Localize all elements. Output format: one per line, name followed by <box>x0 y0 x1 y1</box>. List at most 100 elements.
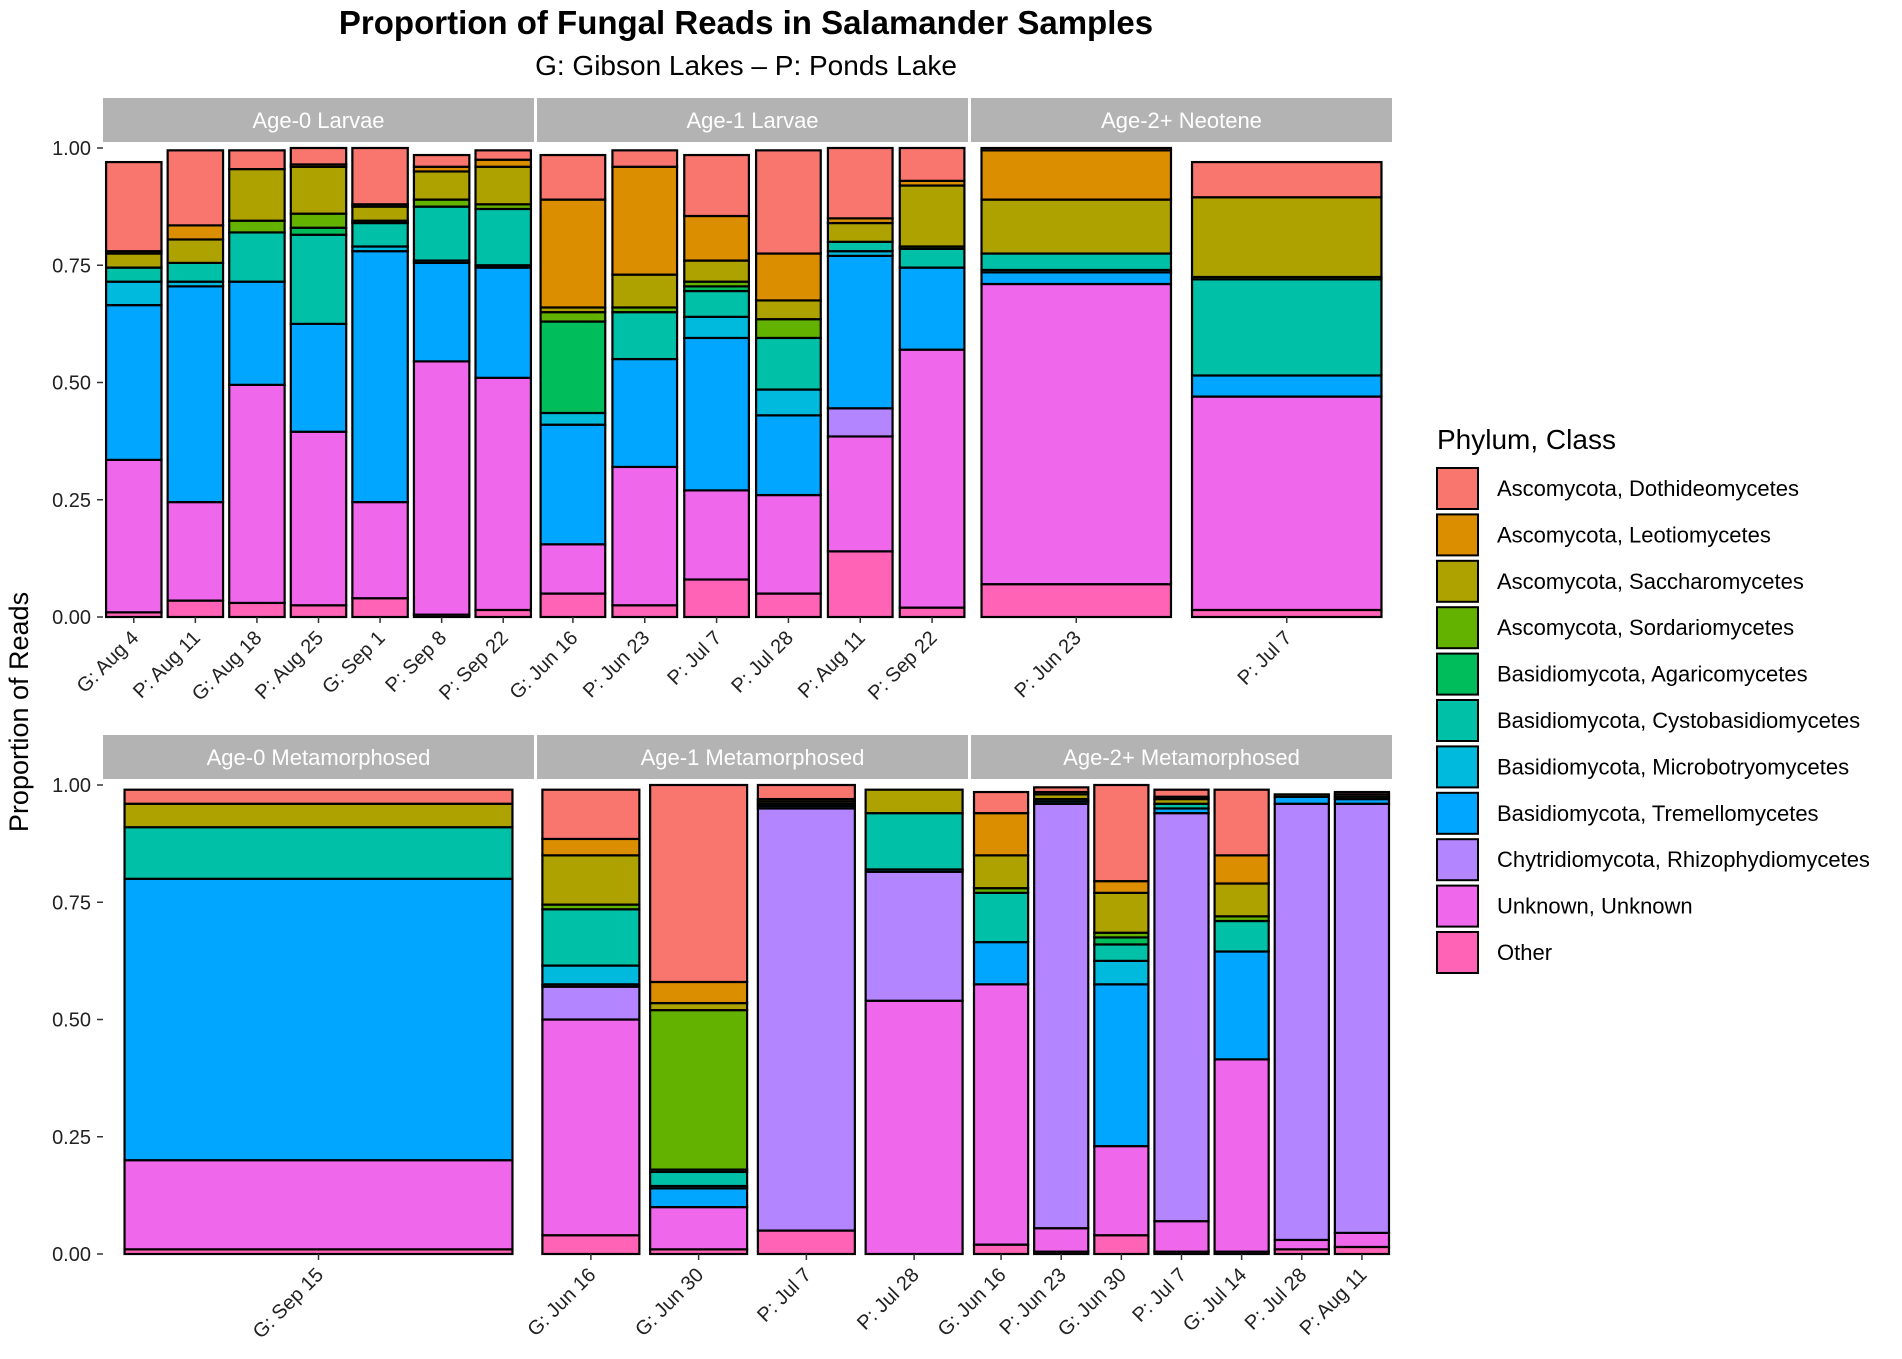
x-tick-label: P: Jul 7 <box>753 1264 816 1327</box>
bar-p-jul-28 <box>864 788 964 1256</box>
bar-p-jul-28 <box>1273 793 1330 1256</box>
facet-strip <box>537 735 968 779</box>
bar-segment-unknown-unknown <box>826 435 894 553</box>
bar-segment-unknown-unknown <box>289 430 348 607</box>
facet-age-0-metamorphosed: Age-0 Metamorphosed G: Sep 15 <box>103 735 534 1343</box>
bar-segment-ascomycota-saccharomycetes <box>754 299 822 321</box>
x-tick-label: P: Jul 28 <box>853 1264 924 1335</box>
bar-segment-basidiomycota-cystobasidiomycetes <box>166 261 225 283</box>
bar-segment-unknown-unknown <box>1033 1227 1090 1253</box>
legend-label: Unknown, Unknown <box>1497 894 1693 919</box>
facet-strip-label: Age-2+ Neotene <box>1101 108 1262 133</box>
bar-segment-unknown-unknown <box>1333 1231 1391 1249</box>
bar-segment-chytridiomycota-rhizophydiomycetes <box>864 870 964 1002</box>
bar-segment-basidiomycota-cystobasidiomycetes <box>228 231 286 283</box>
bar-p-aug-11 <box>166 149 225 619</box>
bar-segment-basidiomycota-tremellomycetes <box>289 322 348 433</box>
y-axis-1: 0.00 0.25 0.50 0.75 1.00 <box>52 138 103 629</box>
bar-segment-basidiomycota-cystobasidiomycetes <box>412 205 471 262</box>
bar-segment-ascomycota-dothideomycetes <box>1213 788 1270 857</box>
bar-segment-ascomycota-saccharomycetes <box>980 198 1173 255</box>
facet-age-1-metamorphosed: Age-1 Metamorphosed G: Jun 16 G: Jun 30 P: … <box>524 735 968 1341</box>
bar-segment-basidiomycota-microbotryomycetes <box>541 964 641 986</box>
bar-segment-basidiomycota-cystobasidiomycetes <box>104 266 163 283</box>
bar-segment-ascomycota-leotiomycetes <box>611 165 679 276</box>
bar-segment-ascomycota-dothideomycetes <box>1093 783 1150 883</box>
legend-label: Basidiomycota, Microbotryomycetes <box>1497 754 1849 779</box>
x-tick-label: P: Jul 7 <box>663 627 726 690</box>
bar-segment-basidiomycota-tremellomycetes <box>123 877 514 1162</box>
bar-segment-ascomycota-sordariomycetes <box>228 219 286 234</box>
bar-segment-unknown-unknown <box>1213 1058 1270 1253</box>
bar-segment-unknown-unknown <box>980 282 1173 586</box>
bar-segment-unknown-unknown <box>474 376 533 612</box>
bar-g-aug-4 <box>104 160 163 619</box>
bar-segment-unknown-unknown <box>539 543 607 595</box>
bar-segment-basidiomycota-cystobasidiomycetes <box>898 247 966 269</box>
legend-label: Ascomycota, Leotiomycetes <box>1497 522 1771 547</box>
bar-segment-basidiomycota-tremellomycetes <box>351 250 409 504</box>
legend-item-other: Other <box>1436 931 1552 974</box>
bar-segment-other <box>1093 1234 1150 1256</box>
bar-segment-ascomycota-leotiomycetes <box>754 252 822 302</box>
bar-segment-ascomycota-saccharomycetes <box>1093 891 1150 934</box>
bar-segment-ascomycota-dothideomycetes <box>972 790 1030 815</box>
bar-p-sep-8 <box>412 153 471 619</box>
bar-segment-ascomycota-saccharomycetes <box>972 854 1030 890</box>
bar-segment-chytridiomycota-rhizophydiomycetes <box>1033 802 1090 1230</box>
bar-segment-ascomycota-leotiomycetes <box>1093 880 1150 894</box>
x-tick-label: P: Jun 23 <box>579 627 654 702</box>
chart-subtitle: G: Gibson Lakes – P: Ponds Lake <box>535 50 957 81</box>
bar-p-jul-7 <box>1153 788 1210 1256</box>
bar-segment-unknown-unknown <box>972 983 1030 1246</box>
x-tick-label: G: Sep 1 <box>318 627 389 698</box>
bar-segment-other <box>166 599 225 619</box>
bar-segment-other <box>539 592 607 619</box>
bar-segment-ascomycota-sordariomycetes <box>289 212 348 229</box>
bar-p-aug-25 <box>289 146 348 619</box>
bar-segment-basidiomycota-tremellomycetes <box>1093 983 1150 1148</box>
bar-segment-other <box>683 578 751 619</box>
bar-segment-unknown-unknown <box>754 493 822 595</box>
legend-label: Ascomycota, Sordariomycetes <box>1497 615 1794 640</box>
legend-label: Basidiomycota, Cystobasidiomycetes <box>1497 708 1860 733</box>
bar-segment-ascomycota-saccharomycetes <box>541 854 641 906</box>
bar-segment-unknown-unknown <box>412 360 471 616</box>
bar-segment-basidiomycota-cystobasidiomycetes <box>683 289 751 318</box>
bar-segment-basidiomycota-cystobasidiomycetes <box>541 908 641 967</box>
bar-p-jun-23 <box>980 146 1173 619</box>
bar-segment-basidiomycota-cystobasidiomycetes <box>1093 943 1150 962</box>
bar-segment-ascomycota-sordariomycetes <box>539 311 607 323</box>
bar-segment-other <box>351 597 409 619</box>
bar-segment-other <box>826 550 894 619</box>
bar-segment-ascomycota-leotiomycetes <box>980 149 1173 201</box>
bar-segment-other <box>972 1243 1030 1256</box>
y-axis-2: 0.00 0.25 0.50 0.75 1.00 <box>52 775 103 1266</box>
bar-segment-ascomycota-dothideomycetes <box>289 146 348 166</box>
bar-segment-unknown-unknown <box>1273 1238 1330 1251</box>
bar-segment-ascomycota-leotiomycetes <box>539 198 607 309</box>
bar-segment-ascomycota-saccharomycetes <box>611 273 679 309</box>
bar-segment-ascomycota-saccharomycetes <box>289 165 348 215</box>
bar-segment-other <box>611 604 679 619</box>
bar-segment-ascomycota-dothideomycetes <box>826 146 894 220</box>
y-tick-label: 0.25 <box>52 490 91 512</box>
legend-swatch <box>1436 884 1479 928</box>
legend-item-ascomycota-dothideomycetes: Ascomycota, Dothideomycetes <box>1436 467 1799 510</box>
x-tick-label: G: Sep 15 <box>249 1264 328 1343</box>
x-tick-label: P: Sep 22 <box>864 627 942 705</box>
x-tick-label: P: Jul 28 <box>727 627 798 698</box>
bar-segment-basidiomycota-tremellomycetes <box>104 304 163 461</box>
bar-p-sep-22 <box>474 149 533 619</box>
bar-p-jul-7 <box>756 783 856 1256</box>
bar-segment-ascomycota-dothideomycetes <box>683 153 751 218</box>
bar-segment-ascomycota-saccharomycetes <box>474 165 533 206</box>
y-tick-label: 1.00 <box>52 138 91 160</box>
legend-swatch <box>1436 699 1479 742</box>
bar-segment-basidiomycota-cystobasidiomycetes <box>649 1170 749 1188</box>
y-tick-label: 0.50 <box>52 373 91 395</box>
legend-swatch <box>1436 745 1479 789</box>
bar-g-jun-16 <box>541 788 641 1256</box>
